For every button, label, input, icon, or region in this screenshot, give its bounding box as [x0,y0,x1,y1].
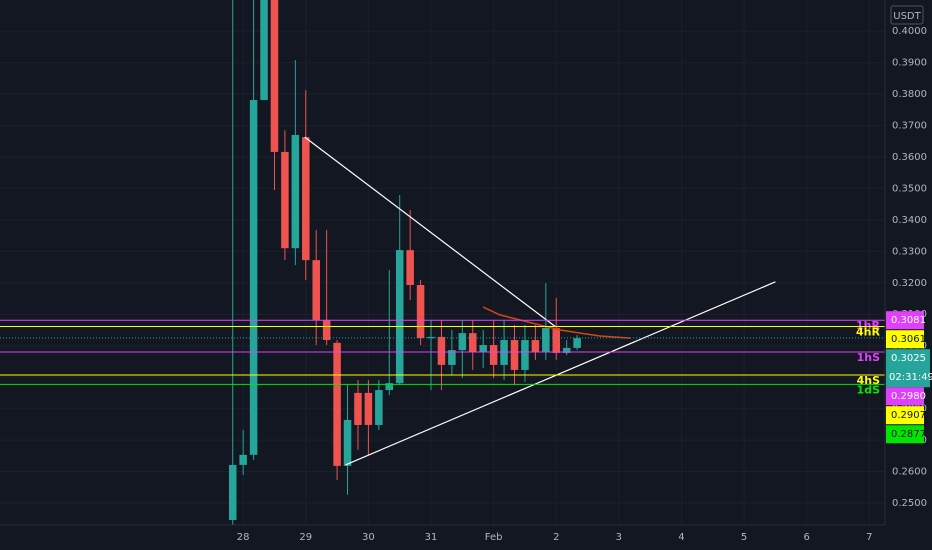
price-tag [886,349,930,388]
candle-body [302,137,310,261]
y-tick-label: 0.3500 [892,183,927,194]
price-tag [886,330,924,349]
candle-body [291,134,300,249]
candle-body [448,350,456,365]
price-tag-label: 0.2980 [891,391,926,402]
countdown-label: 02:31:49 [889,372,932,383]
level-name: 1dS [857,383,881,396]
candle-body [333,342,341,466]
x-tick-label: 31 [425,532,438,543]
price-tag-label: 0.3081 [891,315,926,326]
axes: 0.25000.26000.27000.28000.29000.30000.31… [237,26,932,543]
price-tag [886,425,924,444]
x-tick-label: 29 [299,532,312,543]
candle-body [552,328,561,353]
y-tick-label: 0.3200 [892,278,927,289]
trendline [304,136,556,327]
candle-body [489,345,498,365]
x-tick-label: 3 [616,532,622,543]
y-tick-label: 0.3300 [892,246,927,257]
candle-body [364,392,373,425]
candle-body [249,100,258,455]
candle-body [375,390,383,425]
candle-body [260,0,268,101]
level-name: 4hS [857,374,880,387]
candle-body [354,392,362,425]
candle-body [312,260,320,320]
candle-body [531,340,540,352]
candle-body [427,336,435,339]
candle-body [479,345,487,352]
candle-body [542,328,550,352]
x-tick-label: Feb [485,532,503,543]
candle-body [343,419,352,466]
x-tick-label: 2 [553,532,559,543]
candle-body [469,333,477,352]
candle-body [573,338,581,348]
candle-body [385,383,394,391]
y-tick-label: 0.2600 [892,467,927,478]
y-tick-label: 0.3800 [892,89,927,100]
x-tick-label: 30 [362,532,375,543]
price-tag-label: 0.3061 [891,334,926,345]
y-tick-label: 0.2500 [892,498,927,509]
y-tick-label: 0.3900 [892,58,927,69]
candle-body [322,319,331,341]
candle-body [510,340,519,370]
candle-body [437,336,446,365]
candle-body [270,0,279,152]
price-tag-label: 0.2907 [891,410,926,421]
y-tick-label: 0.3600 [892,152,927,163]
candle-body [406,250,414,285]
price-tag [886,387,924,406]
candle-body [521,340,529,370]
candle-body [239,454,247,465]
candle-body [228,464,237,520]
level-name: 4hR [856,326,880,339]
candle-body [458,333,467,351]
candle-body [281,151,289,249]
x-tick-label: 5 [741,532,747,543]
candle-body [395,250,404,384]
x-tick-label: 4 [678,532,684,543]
trendline [345,281,776,466]
price-tag [886,406,924,425]
price-tag [886,311,924,330]
moving-average [482,306,631,339]
y-tick-label: 0.3400 [892,215,927,226]
y-tick-label: 0.4000 [892,26,927,37]
unit-label: USDT [893,11,921,22]
x-tick-label: 28 [237,532,250,543]
y-tick-label: 0.3700 [892,121,927,132]
candle-body [416,284,425,339]
price-tag-label: 0.2877 [891,429,926,440]
price-tag-label: 0.3025 [891,353,926,364]
level-name: 1hS [857,351,880,364]
level-name: 1hR [856,319,880,332]
unit-box[interactable] [890,5,924,25]
x-tick-label: 7 [866,532,872,543]
x-tick-label: 6 [804,532,810,543]
candle-body [562,347,571,353]
